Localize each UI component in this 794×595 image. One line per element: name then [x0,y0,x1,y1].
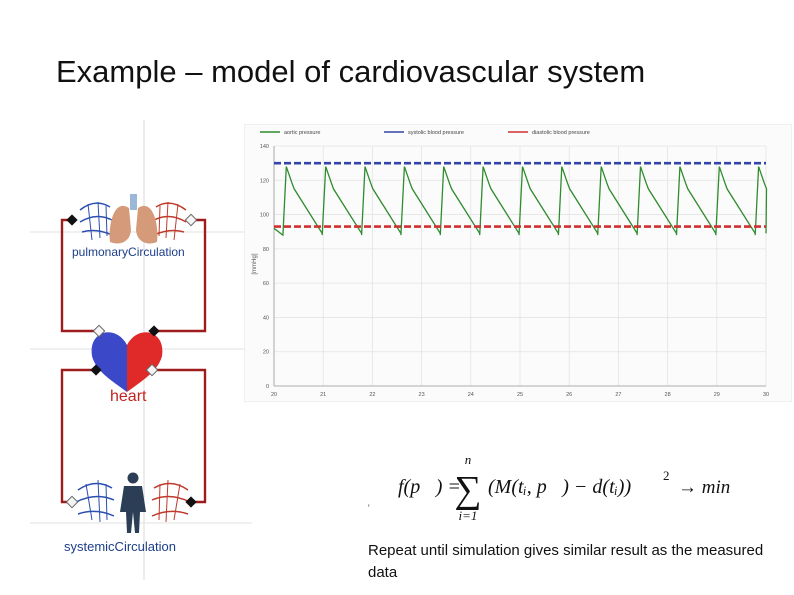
y-tick-label: 60 [263,281,269,287]
aortic-pressure-series [273,166,768,237]
cardiovascular-diagram [30,120,252,580]
x-tick-label: 23 [419,392,425,398]
y-tick-label: 80 [263,247,269,253]
x-tick-label: 30 [763,392,769,398]
y-tick-label: 40 [263,315,269,321]
y-tick-label: 20 [263,350,269,356]
x-tick-label: 22 [369,392,375,398]
heart-label: heart [110,388,147,405]
lungs-icon [79,194,187,244]
x-tick-label: 29 [714,392,720,398]
x-tick-label: 27 [615,392,621,398]
formula-sum-bottom: i=1 [459,508,478,523]
y-tick-label: 0 [266,384,269,390]
formula-power: 2 [663,468,670,483]
systemic-circulation-label: systemicCirculation [64,539,176,554]
pulmonary-circulation-label: pulmonaryCirculation [72,245,185,259]
x-tick-label: 28 [665,392,671,398]
x-tick-label: 26 [566,392,572,398]
y-tick-label: 120 [260,178,269,184]
y-tick-label: 140 [260,144,269,150]
y-axis-label: [mmHg] [252,253,258,274]
formula-rhs: → min [678,477,730,498]
objective-formula: ' f(p⃗) = n ∑ i=1 (M(tᵢ, p⃗) − d(tᵢ)) 2 … [368,452,730,523]
legend-label: diastolic blood pressure [532,130,590,136]
x-tick-label: 21 [320,392,326,398]
sum-symbol: ∑ [454,469,481,511]
legend-label: systolic blood pressure [408,130,464,136]
y-tick-label: 100 [260,213,269,219]
pressure-chart: aortic pressure systolic blood pressure di… [244,124,792,402]
body-icon [75,472,191,533]
x-tick-label: 24 [468,392,474,398]
slide-title: Example – model of cardiovascular system [56,54,646,89]
x-tick-label: 20 [271,392,277,398]
formula-lhs: f(p⃗) = [398,476,461,498]
formula-body: (M(tᵢ, p⃗) − d(tᵢ)) [488,476,631,498]
chart-legend: aortic pressure systolic blood pressure di… [260,130,590,136]
heart-icon [91,332,163,392]
svg-text:': ' [368,503,370,513]
repeat-note: Repeat until simulation gives similar re… [368,542,764,581]
formula-sum-top: n [465,452,472,467]
legend-label: aortic pressure [284,130,320,136]
x-tick-label: 25 [517,392,523,398]
